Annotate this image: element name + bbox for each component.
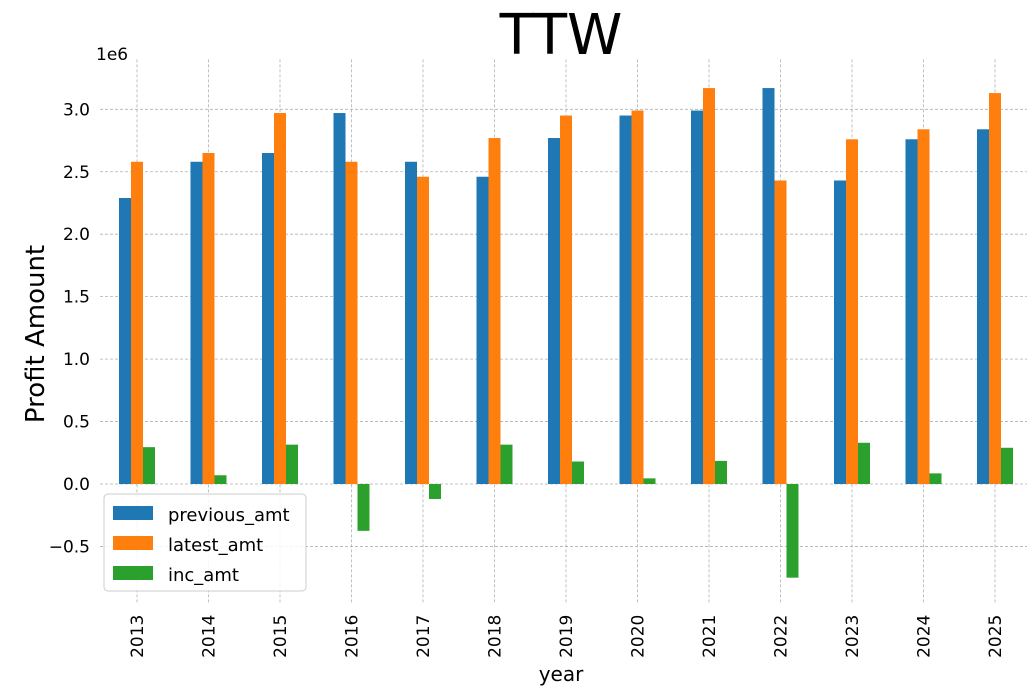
- y-tick-label: 0.5: [63, 413, 90, 433]
- bar-latest_amt-2015: [274, 113, 286, 484]
- bar-latest_amt-2022: [774, 180, 787, 485]
- bar-inc_amt-2020: [643, 478, 656, 484]
- bar-inc_amt-2016: [357, 484, 370, 531]
- y-tick-label: 3.0: [63, 100, 90, 120]
- x-tick-label: 2023: [843, 615, 863, 658]
- bar-latest_amt-2019: [560, 115, 572, 485]
- bar-inc_amt-2018: [500, 444, 513, 484]
- bar-previous_amt-2021: [691, 110, 703, 484]
- x-tick-label: 2021: [700, 615, 720, 658]
- bar-latest_amt-2025: [989, 93, 1001, 485]
- bar-previous_amt-2017: [405, 161, 417, 484]
- bar-latest_amt-2017: [417, 176, 429, 484]
- bar-previous_amt-2016: [333, 113, 346, 484]
- y-tick-label: 1.5: [63, 288, 90, 308]
- bar-inc_amt-2015: [286, 444, 298, 484]
- bar-latest_amt-2013: [131, 161, 143, 484]
- x-tick-label: 2024: [915, 615, 935, 658]
- bar-latest_amt-2021: [703, 88, 715, 484]
- bar-previous_amt-2023: [834, 180, 846, 485]
- x-axis-label: year: [539, 662, 584, 686]
- legend-swatch-inc_amt: [113, 566, 153, 580]
- x-tick-label: 2017: [414, 615, 434, 658]
- bar-previous_amt-2024: [905, 139, 918, 484]
- bar-inc_amt-2021: [715, 460, 727, 484]
- y-offset-label: 1e6: [96, 45, 128, 65]
- y-tick-label: 2.0: [63, 225, 90, 245]
- x-tick-label: 2014: [200, 615, 220, 658]
- y-tick-label: 1.0: [63, 350, 90, 370]
- bar-latest_amt-2023: [846, 139, 858, 484]
- legend-swatch-latest_amt: [113, 536, 153, 550]
- legend-label-previous_amt: previous_amt: [168, 505, 290, 526]
- x-tick-label: 2022: [772, 615, 792, 658]
- bar-latest_amt-2024: [917, 129, 930, 484]
- bar-latest_amt-2014: [202, 153, 215, 484]
- legend-label-latest_amt: latest_amt: [168, 535, 263, 556]
- bar-previous_amt-2020: [619, 115, 632, 485]
- legend: previous_amt latest_amt inc_amt: [103, 493, 307, 592]
- bar-inc_amt-2025: [1001, 447, 1013, 484]
- x-tick-label: 2025: [986, 615, 1006, 658]
- x-tick-label: 2015: [271, 615, 291, 658]
- y-tick-label: 2.5: [63, 163, 90, 183]
- y-tick-label: −0.5: [49, 537, 90, 557]
- legend-frame: [103, 493, 307, 592]
- bar-inc_amt-2019: [572, 461, 584, 484]
- bar-previous_amt-2013: [119, 197, 131, 484]
- x-axis-ticks: 2013 2014 2015 2016 2017 2018 2019 2020 2021 2022…: [128, 615, 1006, 658]
- bar-previous_amt-2019: [548, 138, 560, 485]
- bar-inc_amt-2023: [858, 442, 870, 484]
- bar-inc_amt-2014: [214, 475, 227, 484]
- legend-swatch-previous_amt: [113, 506, 153, 520]
- y-tick-label: 0.0: [63, 475, 90, 495]
- bar-inc_amt-2013: [143, 447, 155, 484]
- x-tick-label: 2018: [486, 615, 506, 658]
- chart-title: TTW: [499, 3, 623, 68]
- bar-latest_amt-2018: [488, 138, 501, 485]
- x-tick-label: 2019: [557, 615, 577, 658]
- bar-previous_amt-2014: [190, 161, 203, 484]
- bar-previous_amt-2018: [476, 176, 489, 484]
- bar-latest_amt-2020: [631, 110, 644, 484]
- bar-previous_amt-2015: [262, 153, 274, 484]
- x-tick-label: 2020: [629, 615, 649, 658]
- bar-latest_amt-2016: [345, 161, 358, 484]
- bar-inc_amt-2017: [429, 484, 441, 499]
- bar-previous_amt-2022: [762, 88, 775, 484]
- y-axis-label: Profit Amount: [21, 245, 51, 423]
- legend-label-inc_amt: inc_amt: [168, 565, 239, 586]
- bar-inc_amt-2024: [929, 473, 942, 484]
- x-tick-label: 2016: [343, 615, 363, 658]
- y-axis-ticks: −0.5 0.0 0.5 1.0 1.5 2.0 2.5 3.0: [49, 100, 90, 557]
- bar-inc_amt-2022: [786, 484, 799, 578]
- bar-previous_amt-2025: [977, 129, 989, 484]
- bars: [119, 88, 1013, 578]
- x-tick-label: 2013: [128, 615, 148, 658]
